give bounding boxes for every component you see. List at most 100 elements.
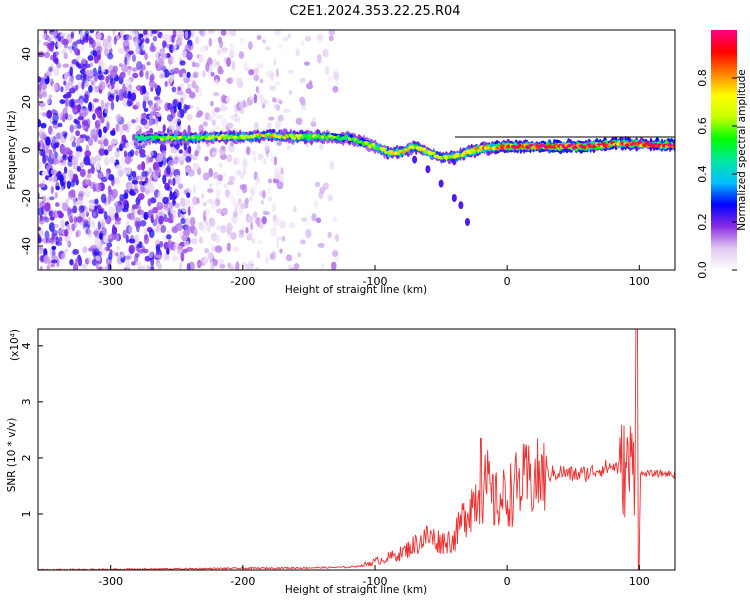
noise-speckle — [250, 222, 254, 231]
noise-speckle — [164, 33, 172, 44]
noise-speckle — [138, 33, 144, 39]
noise-speckle — [125, 142, 130, 148]
noise-speckle — [171, 86, 177, 93]
noise-speckle — [192, 184, 196, 195]
noise-speckle — [152, 35, 158, 42]
noise-speckle — [262, 103, 266, 109]
noise-speckle — [274, 172, 281, 180]
noise-speckle — [107, 52, 114, 60]
noise-speckle — [52, 112, 59, 123]
noise-speckle — [68, 99, 75, 108]
noise-speckle — [232, 211, 238, 217]
noise-speckle — [198, 86, 202, 97]
noise-speckle — [128, 238, 136, 244]
noise-speckle — [253, 93, 258, 104]
noise-speckle — [104, 157, 110, 166]
noise-speckle — [69, 208, 76, 214]
noise-speckle — [214, 107, 220, 113]
noise-speckle — [67, 173, 73, 182]
noise-speckle — [76, 137, 81, 147]
noise-speckle — [174, 202, 181, 208]
noise-speckle — [134, 252, 140, 258]
noise-speckle — [216, 208, 223, 214]
noise-speckle — [141, 161, 146, 171]
noise-speckle — [274, 81, 281, 86]
noise-speckle — [312, 116, 316, 124]
noise-speckle — [79, 134, 87, 139]
noise-speckle — [169, 179, 174, 186]
noise-speckle — [158, 58, 165, 69]
noise-speckle — [169, 190, 173, 201]
noise-speckle — [109, 249, 113, 255]
noise-speckle — [74, 99, 81, 104]
noise-speckle — [163, 217, 170, 223]
tick-label: 0.2 — [696, 213, 709, 231]
noise-speckle — [136, 205, 142, 210]
spectrogram-y-axis-label: Frequency (Hz) — [6, 110, 18, 189]
noise-speckle — [189, 216, 196, 227]
noise-speckle — [69, 180, 76, 187]
noise-speckle — [185, 156, 192, 163]
noise-speckle — [171, 54, 175, 64]
snr-line — [38, 329, 675, 570]
branch-mark — [412, 155, 418, 164]
noise-speckle — [148, 251, 154, 259]
noise-speckle — [227, 30, 234, 37]
noise-speckle — [41, 236, 47, 245]
noise-speckle — [248, 69, 255, 76]
noise-speckle — [183, 240, 190, 247]
noise-speckle — [220, 104, 228, 111]
spectrogram-noise — [38, 30, 340, 270]
noise-speckle — [186, 246, 193, 252]
noise-speckle — [249, 95, 253, 101]
noise-speckle — [93, 98, 99, 103]
noise-speckle — [142, 100, 147, 110]
noise-speckle — [263, 142, 270, 152]
noise-speckle — [179, 198, 185, 205]
noise-speckle — [276, 181, 284, 190]
noise-speckle — [90, 220, 95, 229]
noise-speckle — [42, 155, 47, 164]
noise-speckle — [62, 202, 69, 212]
noise-speckle — [131, 261, 137, 266]
noise-speckle — [152, 207, 159, 214]
noise-speckle — [59, 32, 66, 37]
noise-speckle — [270, 226, 277, 237]
noise-speckle — [62, 113, 66, 123]
noise-speckle — [304, 35, 312, 42]
noise-speckle — [145, 154, 150, 165]
noise-speckle — [327, 75, 333, 82]
noise-speckle — [125, 260, 130, 270]
noise-speckle — [166, 234, 172, 240]
noise-speckle — [69, 259, 74, 266]
noise-speckle — [148, 167, 153, 175]
noise-speckle — [265, 257, 269, 264]
noise-speckle — [139, 265, 143, 270]
noise-speckle — [146, 265, 151, 270]
tick-label: 0.8 — [696, 69, 709, 87]
noise-speckle — [75, 145, 82, 153]
noise-speckle — [185, 88, 192, 94]
noise-speckle — [237, 201, 242, 207]
noise-speckle — [112, 30, 116, 36]
noise-speckle — [230, 232, 237, 240]
noise-speckle — [178, 149, 183, 154]
snr-frame — [37, 328, 676, 571]
noise-speckle — [112, 224, 116, 231]
noise-speckle — [186, 198, 191, 206]
noise-speckle — [240, 36, 245, 45]
noise-speckle — [208, 37, 212, 47]
noise-speckle — [276, 239, 280, 249]
noise-speckle — [268, 196, 272, 202]
noise-speckle — [190, 92, 195, 98]
noise-speckle — [162, 40, 166, 49]
noise-speckle — [136, 61, 143, 71]
noise-speckle — [127, 90, 132, 99]
noise-speckle — [65, 198, 69, 203]
noise-speckle — [145, 37, 150, 44]
noise-speckle — [116, 245, 120, 251]
noise-speckle — [315, 217, 322, 224]
noise-speckle — [121, 157, 125, 165]
noise-speckle — [54, 151, 58, 159]
noise-speckle — [48, 125, 53, 135]
